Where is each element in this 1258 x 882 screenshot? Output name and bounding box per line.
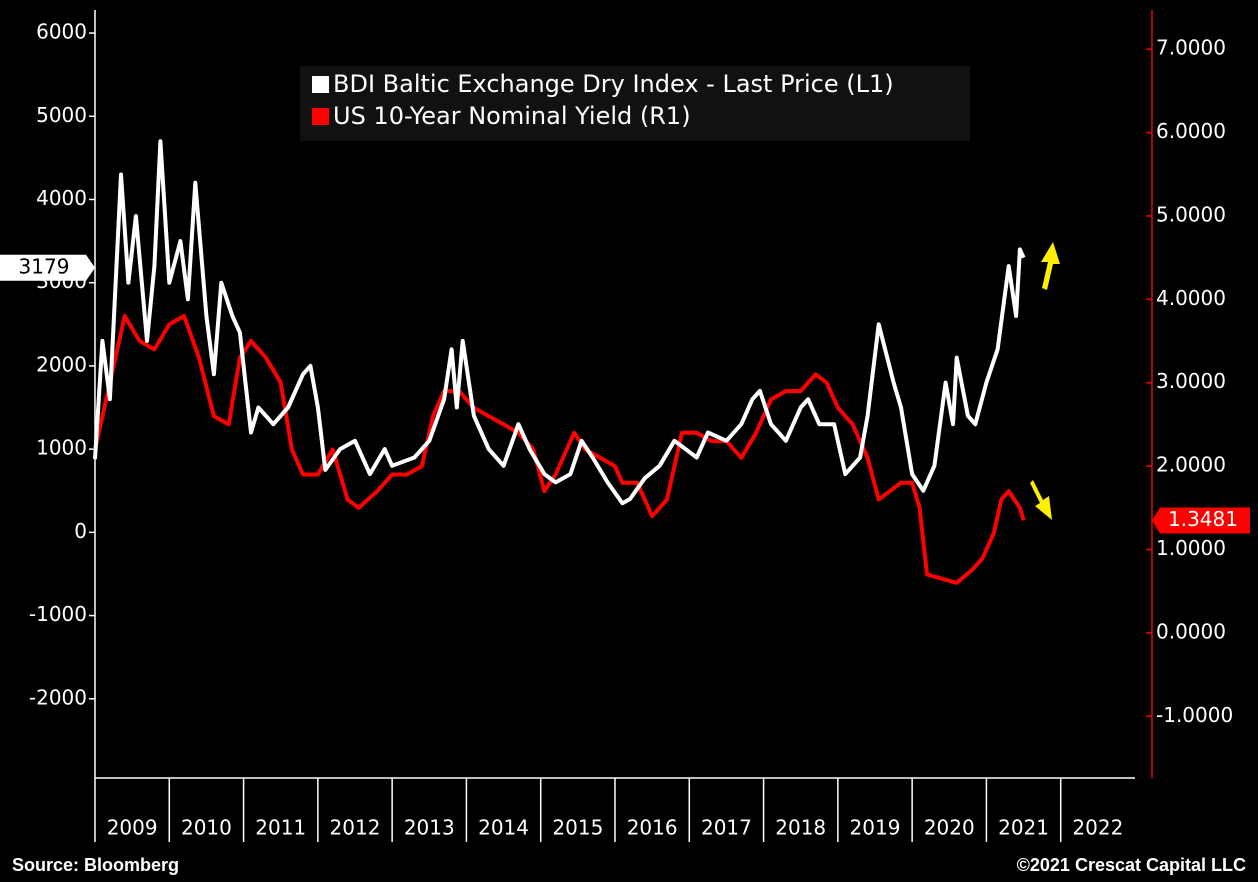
down-arrow <box>1030 480 1052 520</box>
legend-label: US 10-Year Nominal Yield (R1) <box>333 102 691 130</box>
x-tick-label: 2011 <box>255 816 306 840</box>
y2-tick-label: 3.0000 <box>1156 369 1226 393</box>
y-tick-label: 6000 <box>36 20 87 44</box>
last-value-box <box>0 254 95 281</box>
y-tick-label: 5000 <box>36 103 87 127</box>
legend-label: BDI Baltic Exchange Dry Index - Last Pri… <box>333 70 894 98</box>
x-tick-label: 2012 <box>330 816 381 840</box>
y-tick-label: -2000 <box>29 685 87 709</box>
y2-tick-label: -1.0000 <box>1156 703 1233 727</box>
x-tick-label: 2009 <box>107 816 158 840</box>
y2-tick-label: 6.0000 <box>1156 119 1226 143</box>
y-tick-label: 4000 <box>36 186 87 210</box>
y-tick-label: 0 <box>74 519 87 543</box>
legend-swatch <box>312 76 329 93</box>
source: Source: Bloomberg <box>12 855 179 875</box>
y-tick-label: -1000 <box>29 602 87 626</box>
last-value-label: 1.3481 <box>1168 507 1238 531</box>
x-tick-label: 2010 <box>181 816 232 840</box>
y2-tick-label: 2.0000 <box>1156 453 1226 477</box>
y2-tick-label: 1.0000 <box>1156 536 1226 560</box>
series-line <box>93 139 1026 506</box>
y-tick-label: 2000 <box>36 352 87 376</box>
y2-tick-label: 5.0000 <box>1156 202 1226 226</box>
last-value-box <box>1152 507 1250 534</box>
x-tick-label: 2019 <box>850 816 901 840</box>
y2-tick-label: 0.0000 <box>1156 619 1226 643</box>
x-tick-label: 2022 <box>1072 816 1123 840</box>
last-value-label: 3179 <box>19 254 70 278</box>
x-tick-label: 2018 <box>775 816 826 840</box>
legend-box <box>300 66 970 141</box>
x-tick-label: 2021 <box>998 816 1049 840</box>
credit: ©2021 Crescat Capital LLC <box>1017 855 1246 875</box>
x-tick-label: 2017 <box>701 816 752 840</box>
y2-tick-label: 7.0000 <box>1156 36 1226 60</box>
up-arrow <box>1041 242 1060 290</box>
y-tick-label: 1000 <box>36 436 87 460</box>
legend-swatch <box>312 108 329 125</box>
y2-tick-label: 4.0000 <box>1156 286 1226 310</box>
x-tick-label: 2020 <box>924 816 975 840</box>
x-tick-label: 2015 <box>552 816 603 840</box>
x-tick-label: 2014 <box>478 816 529 840</box>
x-tick-label: 2016 <box>627 816 678 840</box>
x-tick-label: 2013 <box>404 816 455 840</box>
